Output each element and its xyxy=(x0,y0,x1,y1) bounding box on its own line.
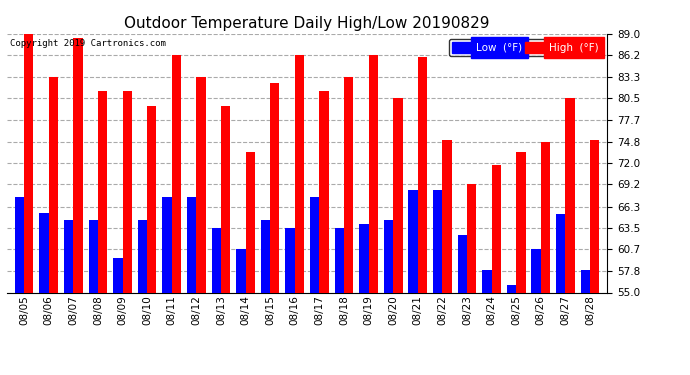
Bar xyxy=(310,197,319,292)
Bar xyxy=(197,77,206,292)
Bar xyxy=(98,91,107,292)
Bar xyxy=(270,83,279,292)
Bar xyxy=(344,77,353,292)
Bar xyxy=(187,197,197,292)
Bar xyxy=(138,220,147,292)
Bar xyxy=(335,228,344,292)
Bar xyxy=(162,197,172,292)
Bar xyxy=(491,165,501,292)
Bar xyxy=(417,57,427,292)
Bar xyxy=(457,236,467,292)
Bar xyxy=(408,190,417,292)
Bar xyxy=(442,140,452,292)
Bar xyxy=(393,99,402,292)
Bar xyxy=(64,220,73,292)
Bar xyxy=(24,34,34,292)
Bar xyxy=(541,142,550,292)
Bar xyxy=(531,249,541,292)
Bar xyxy=(261,220,270,292)
Bar xyxy=(384,220,393,292)
Bar xyxy=(565,99,575,292)
Bar xyxy=(295,55,304,292)
Bar xyxy=(73,38,83,292)
Bar xyxy=(556,214,565,292)
Bar xyxy=(123,91,132,292)
Bar xyxy=(172,55,181,292)
Bar xyxy=(590,140,600,292)
Bar xyxy=(467,184,476,292)
Bar xyxy=(482,270,491,292)
Bar xyxy=(49,77,58,292)
Bar xyxy=(221,106,230,292)
Bar xyxy=(359,224,368,292)
Bar xyxy=(286,228,295,292)
Bar xyxy=(236,249,246,292)
Bar xyxy=(212,228,221,292)
Bar xyxy=(319,91,328,292)
Bar xyxy=(368,55,378,292)
Bar xyxy=(39,213,49,292)
Bar xyxy=(507,285,516,292)
Title: Outdoor Temperature Daily High/Low 20190829: Outdoor Temperature Daily High/Low 20190… xyxy=(124,16,490,31)
Bar xyxy=(113,258,123,292)
Bar xyxy=(433,190,442,292)
Bar xyxy=(580,270,590,292)
Bar xyxy=(88,220,98,292)
Text: Copyright 2019 Cartronics.com: Copyright 2019 Cartronics.com xyxy=(10,39,166,48)
Bar xyxy=(246,152,255,292)
Bar xyxy=(516,152,526,292)
Legend: Low  (°F), High  (°F): Low (°F), High (°F) xyxy=(449,39,602,56)
Bar xyxy=(147,106,157,292)
Bar xyxy=(14,197,24,292)
